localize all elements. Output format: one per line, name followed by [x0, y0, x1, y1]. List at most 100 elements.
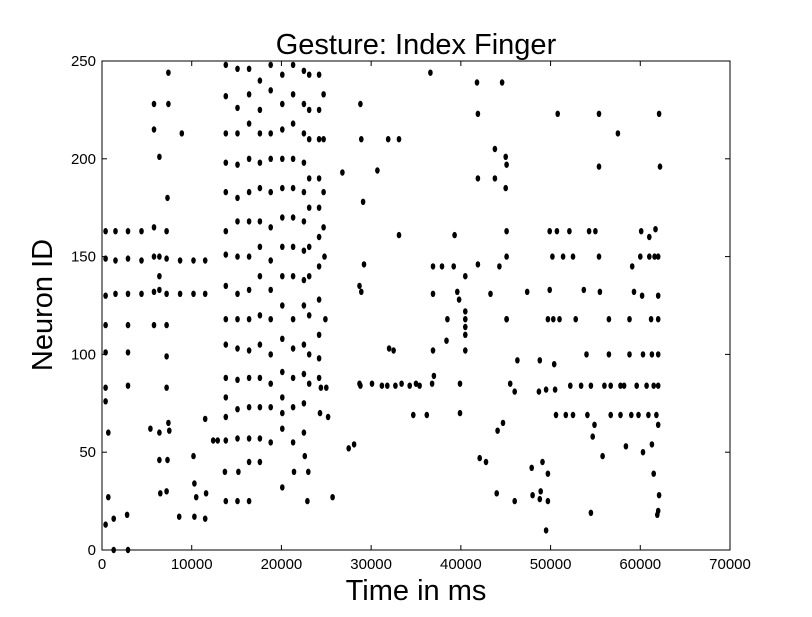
spike-point [500, 419, 506, 427]
spike-point [657, 163, 663, 170]
spike-point [223, 282, 229, 290]
spike-point [316, 175, 322, 182]
spike-point [290, 374, 296, 382]
spike-point [357, 282, 362, 290]
spike-point [301, 400, 307, 407]
spike-point [236, 468, 241, 475]
spike-point [529, 464, 534, 471]
spike-point [280, 126, 285, 133]
spike-point [463, 308, 468, 315]
spike-point [655, 316, 661, 323]
spike-point [280, 368, 285, 376]
spike-point [563, 411, 569, 419]
spike-point [301, 218, 307, 225]
spike-point [483, 458, 489, 466]
spike-point [280, 302, 285, 309]
spike-point [223, 251, 229, 258]
spike-point [385, 136, 391, 143]
spike-point [223, 394, 229, 401]
spike-point [202, 257, 208, 264]
spike-point [424, 411, 430, 419]
spike-point [302, 452, 308, 460]
spike-point [257, 404, 263, 411]
spike-point [235, 65, 240, 73]
spike-point [316, 136, 322, 143]
spike-point [151, 126, 157, 133]
spike-point [615, 130, 621, 137]
spike-point [504, 316, 509, 323]
spike-point [167, 427, 172, 434]
spike-point [452, 231, 457, 239]
spike-point [280, 243, 285, 250]
spike-point [597, 288, 603, 295]
spike-point [257, 374, 263, 382]
spike-point [151, 100, 157, 108]
spike-point [280, 425, 285, 432]
x-tick-label: 60000 [619, 556, 661, 573]
spike-point [246, 404, 252, 411]
spike-point [359, 136, 364, 143]
spike-point [139, 290, 144, 297]
spike-point [379, 382, 385, 389]
spike-point [417, 382, 422, 389]
spike-point [151, 224, 157, 231]
spike-point [301, 429, 307, 436]
spike-point [451, 263, 457, 270]
spike-point [375, 167, 380, 174]
spike-point [560, 253, 566, 260]
spike-point [570, 411, 576, 419]
spike-point [235, 194, 240, 202]
spike-point [268, 224, 274, 231]
spike-point [608, 382, 613, 389]
spike-point [280, 214, 285, 221]
spike-point [235, 290, 240, 297]
spike-point [492, 145, 498, 153]
spike-point [257, 435, 263, 442]
spike-point [164, 321, 169, 329]
spike-point [223, 413, 229, 421]
spike-point [301, 130, 307, 137]
spike-point [223, 228, 229, 235]
spike-point [106, 429, 111, 436]
spike-point [157, 253, 162, 260]
spike-point [325, 413, 331, 421]
spike-point [223, 93, 229, 100]
spike-point [651, 470, 656, 477]
spike-point [280, 394, 285, 401]
spike-point [361, 261, 367, 268]
spike-point [157, 456, 162, 464]
spike-point [557, 316, 562, 323]
spike-point [547, 286, 552, 294]
spike-point [543, 386, 549, 393]
spike-point [316, 263, 322, 270]
spike-point [463, 323, 468, 331]
spike-points [103, 61, 663, 554]
spike-point [280, 100, 285, 108]
spike-point [223, 341, 229, 348]
spike-point [306, 380, 312, 387]
spike-point [164, 488, 169, 495]
spike-point [257, 312, 263, 319]
spike-point [103, 521, 108, 528]
spike-point [618, 382, 623, 389]
spike-point [568, 382, 573, 389]
spike-point [488, 290, 493, 297]
spike-point [618, 411, 623, 419]
spike-point [192, 480, 197, 487]
spike-point [393, 382, 398, 389]
spike-point [166, 419, 171, 427]
spike-point [223, 61, 229, 69]
spike-point [656, 110, 662, 118]
y-tick-label: 200 [71, 151, 96, 168]
spike-point [340, 169, 345, 176]
spike-point [257, 159, 263, 166]
spike-point [497, 263, 502, 270]
spike-point [570, 253, 576, 260]
spike-point [647, 233, 652, 241]
spike-point [246, 65, 252, 73]
spike-point [656, 492, 662, 499]
spike-point [655, 382, 661, 389]
spike-point [306, 273, 312, 280]
spike-point [512, 388, 517, 395]
spike-point [638, 228, 644, 235]
